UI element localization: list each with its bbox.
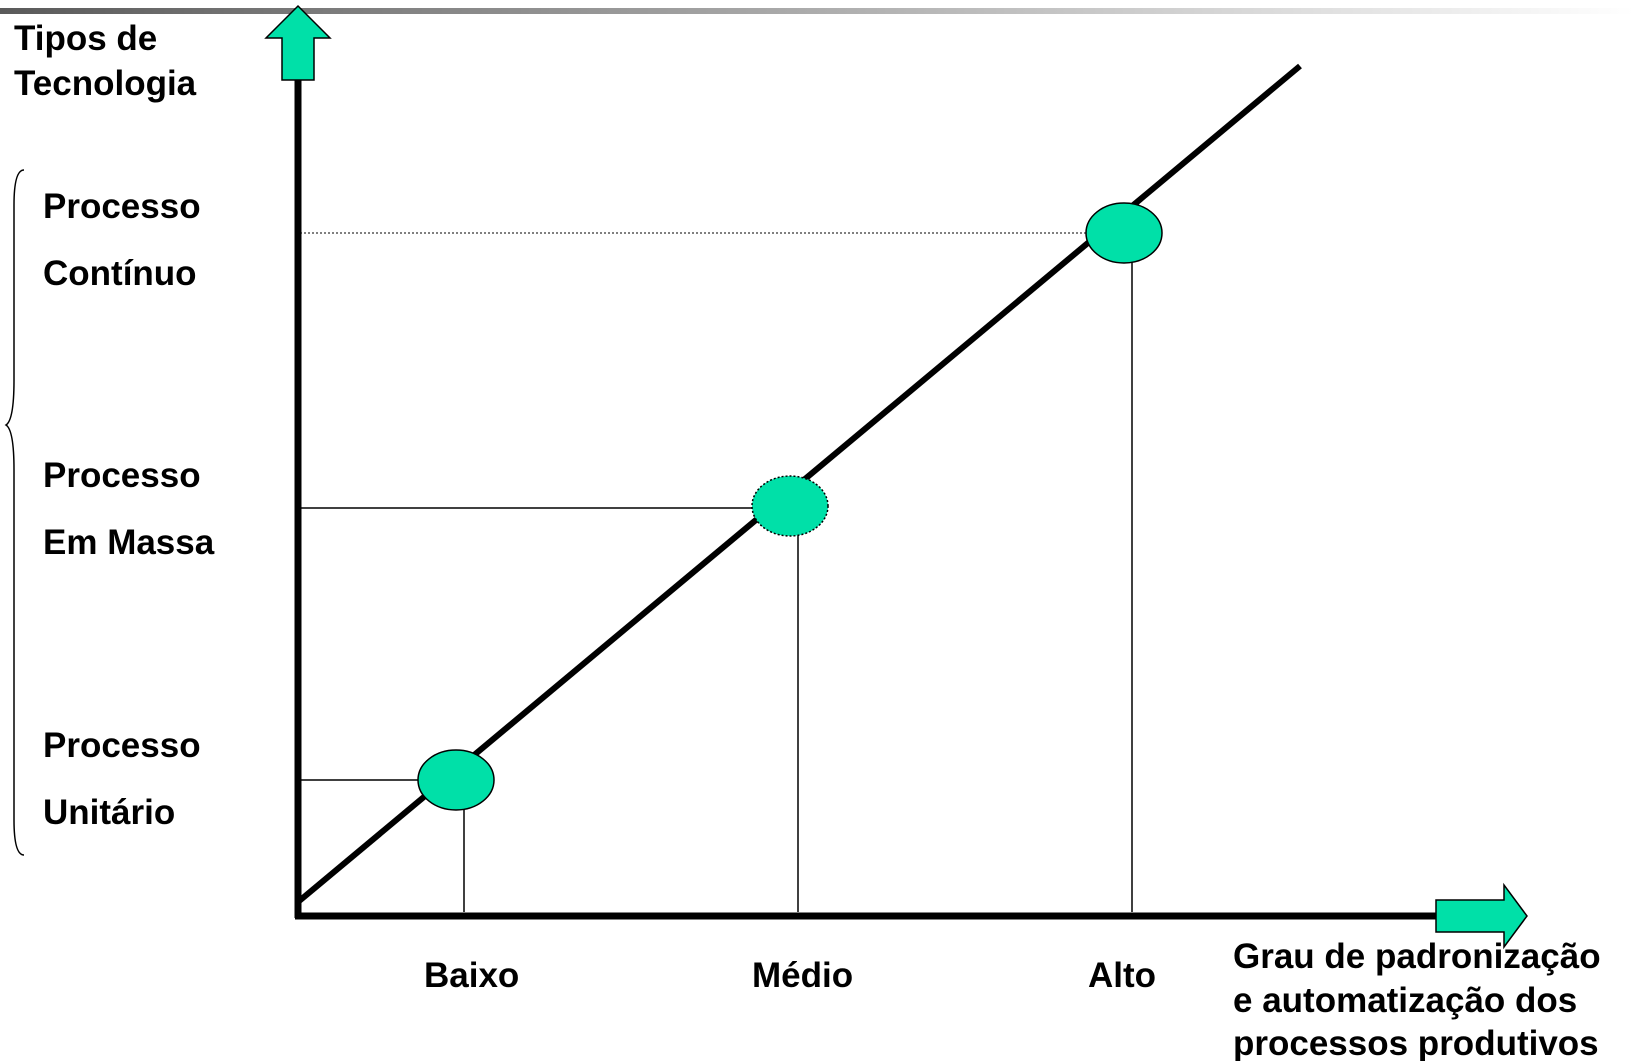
y-category-continuo-line1: Processo bbox=[43, 187, 201, 226]
x-axis-title-line3: processos produtivos bbox=[1233, 1024, 1599, 1061]
point-alto-continuo bbox=[1085, 202, 1163, 264]
y-axis-arrow-icon bbox=[264, 4, 332, 81]
left-brace bbox=[4, 169, 25, 856]
top-decor-bar bbox=[0, 8, 1634, 14]
point-medio-massa bbox=[751, 475, 829, 537]
x-tick-baixo: Baixo bbox=[424, 956, 519, 995]
x-tick-medio: Médio bbox=[752, 956, 853, 995]
x-tick-alto: Alto bbox=[1088, 956, 1156, 995]
y-category-unitario-line1: Processo bbox=[43, 726, 201, 765]
x-axis-title-line1: Grau de padronização bbox=[1233, 937, 1601, 976]
y-category-continuo-line2: Contínuo bbox=[43, 254, 197, 293]
y-category-unitario-line2: Unitário bbox=[43, 793, 175, 832]
point-baixo-unitario bbox=[417, 749, 495, 811]
y-category-massa-line2: Em Massa bbox=[43, 523, 215, 562]
x-axis-arrow-icon bbox=[1435, 882, 1528, 950]
y-axis-title-line1: Tipos de bbox=[14, 19, 157, 58]
y-category-massa-line1: Processo bbox=[43, 456, 201, 495]
x-axis-title-line2: e automatização dos bbox=[1233, 981, 1577, 1020]
y-axis-title-line2: Tecnologia bbox=[14, 64, 197, 103]
